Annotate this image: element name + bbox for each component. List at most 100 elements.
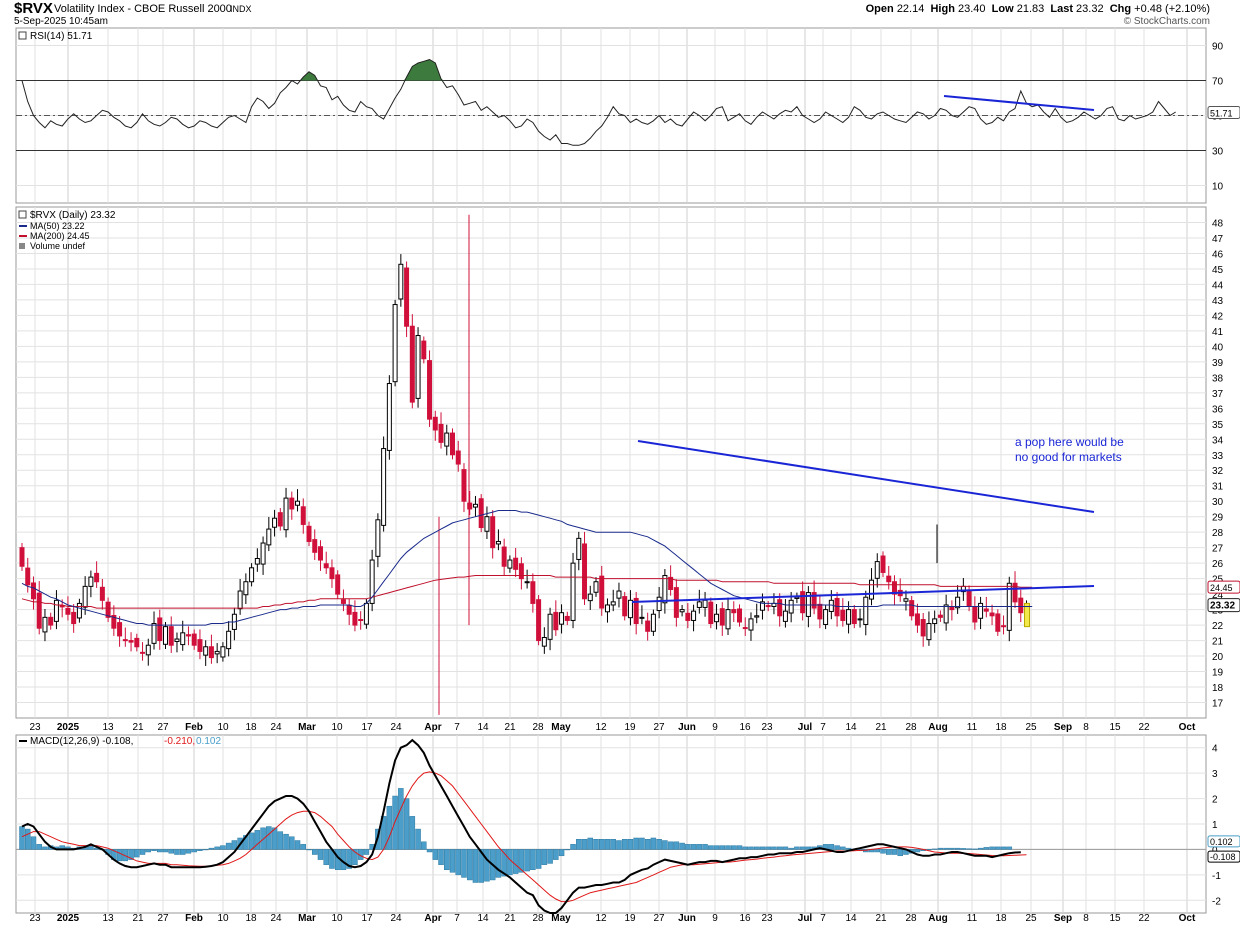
x-axis-label-bottom: 18 (995, 913, 1007, 924)
candle-up (226, 630, 232, 650)
candle-up (392, 304, 398, 383)
candle-down (312, 539, 318, 553)
candle-up (220, 646, 226, 658)
macd-histogram-bar (731, 845, 737, 850)
candle-down (71, 611, 77, 625)
macd-histogram-bar (564, 849, 571, 851)
last-label: Last (1050, 3, 1073, 15)
candle-up (76, 602, 82, 619)
x-axis-label: 14 (845, 722, 857, 733)
candle-up (507, 559, 513, 569)
macd-histogram-bar (719, 845, 726, 850)
x-axis-label: 15 (1109, 722, 1121, 733)
rsi-line (21, 58, 1176, 146)
candle-down (490, 516, 496, 549)
candle-up (151, 623, 157, 644)
candle-down (937, 614, 943, 618)
candle-down (111, 614, 117, 629)
price-tick-label: 39 (1212, 358, 1224, 369)
macd-tick-label: 1 (1212, 820, 1218, 831)
price-tick-label: 21 (1212, 637, 1224, 648)
x-axis-label-bottom: 28 (905, 913, 917, 924)
macd-histogram-bar (891, 849, 898, 855)
macd-histogram-bar (765, 846, 771, 850)
x-axis-label: Feb (185, 722, 203, 733)
macd-histogram-bar (880, 849, 886, 854)
x-axis-label: May (551, 722, 571, 733)
exchange-label: INDX (230, 4, 252, 14)
macd-histogram-bar (736, 845, 743, 850)
macd-histogram-bar (116, 849, 123, 862)
macd-histogram-bar (558, 849, 565, 857)
candle-up (53, 599, 59, 622)
x-axis-label-bottom: 19 (624, 913, 636, 924)
macd-histogram-bar (19, 826, 25, 850)
candle-up (260, 542, 266, 565)
chart-subheader: 5-Sep-2025 10:45am © StockCharts.com (0, 15, 1240, 27)
candle-down (834, 597, 840, 617)
low-value: 21.83 (1016, 3, 1045, 15)
x-axis-label-bottom: 24 (390, 913, 402, 924)
macd-histogram-bar (283, 833, 289, 850)
rsi-legend-swatch (18, 31, 27, 40)
macd-histogram-bar (484, 849, 490, 882)
macd-last-value: -0.108 (1210, 852, 1236, 862)
candle-up (662, 575, 668, 604)
candle-up (541, 636, 547, 647)
last-value: 23.32 (1076, 3, 1104, 15)
macd-histogram-bar (656, 839, 662, 850)
high-label: High (930, 3, 955, 15)
x-axis-label: 21 (504, 722, 516, 733)
candle-up (593, 581, 599, 593)
macd-histogram-bar (576, 839, 582, 850)
candle-down (358, 619, 364, 622)
candle-down (438, 423, 444, 443)
x-axis-label-bottom: 17 (361, 913, 373, 924)
macd-histogram-bar (897, 849, 903, 857)
candle-up (472, 503, 478, 508)
candle-up (725, 609, 731, 630)
x-axis-label: 14 (477, 722, 489, 733)
chart-date: 5-Sep-2025 10:45am (14, 16, 108, 27)
price-last-value: 23.32 (1210, 601, 1235, 612)
macd-histogram-bar (776, 846, 783, 850)
macd-histogram-bar (403, 798, 410, 850)
x-axis-label-bottom: 15 (1109, 913, 1121, 924)
candle-up (610, 601, 616, 606)
x-axis-label: 12 (595, 722, 607, 733)
macd-histogram-bar (162, 849, 169, 853)
x-axis-label: Mar (298, 722, 316, 733)
candle-up (794, 596, 800, 599)
candle-up (203, 646, 209, 656)
macd-histogram-bar (759, 846, 766, 850)
candle-down (65, 607, 71, 615)
candle-down (427, 360, 433, 420)
candle-down (59, 605, 65, 608)
macd-histogram-bar (547, 849, 553, 864)
candle-up (163, 626, 168, 645)
macd-histogram-bar (495, 849, 502, 878)
chg-label: Chg (1109, 3, 1132, 15)
macd-histogram-bar (943, 847, 949, 850)
macd-signal-legend: -0.210, (164, 736, 195, 747)
candle-down (719, 608, 725, 626)
x-axis-label: 24 (390, 722, 402, 733)
ma200-last-tag (1207, 580, 1240, 594)
price-tick-label: 38 (1212, 373, 1224, 384)
x-axis-label: 21 (132, 722, 144, 733)
macd-histogram-bar (604, 839, 611, 850)
price-tick-label: 46 (1212, 249, 1224, 260)
macd-histogram-bar (426, 849, 433, 853)
x-axis-label: 9 (712, 722, 718, 733)
price-tick-label: 44 (1212, 280, 1224, 291)
price-tick-label: 22 (1212, 621, 1224, 632)
rsi-legend: RSI(14) 51.71 (30, 31, 93, 42)
x-axis-label-bottom: Apr (424, 913, 441, 924)
x-axis-label: Jun (678, 722, 696, 733)
x-axis-label-bottom: 21 (132, 913, 144, 924)
macd-histogram-bar (799, 846, 806, 850)
macd-histogram-bar (828, 844, 835, 850)
x-axis-label: 18 (245, 722, 257, 733)
price-tick-label: 41 (1212, 327, 1224, 338)
macd-histogram-bar (214, 846, 220, 850)
